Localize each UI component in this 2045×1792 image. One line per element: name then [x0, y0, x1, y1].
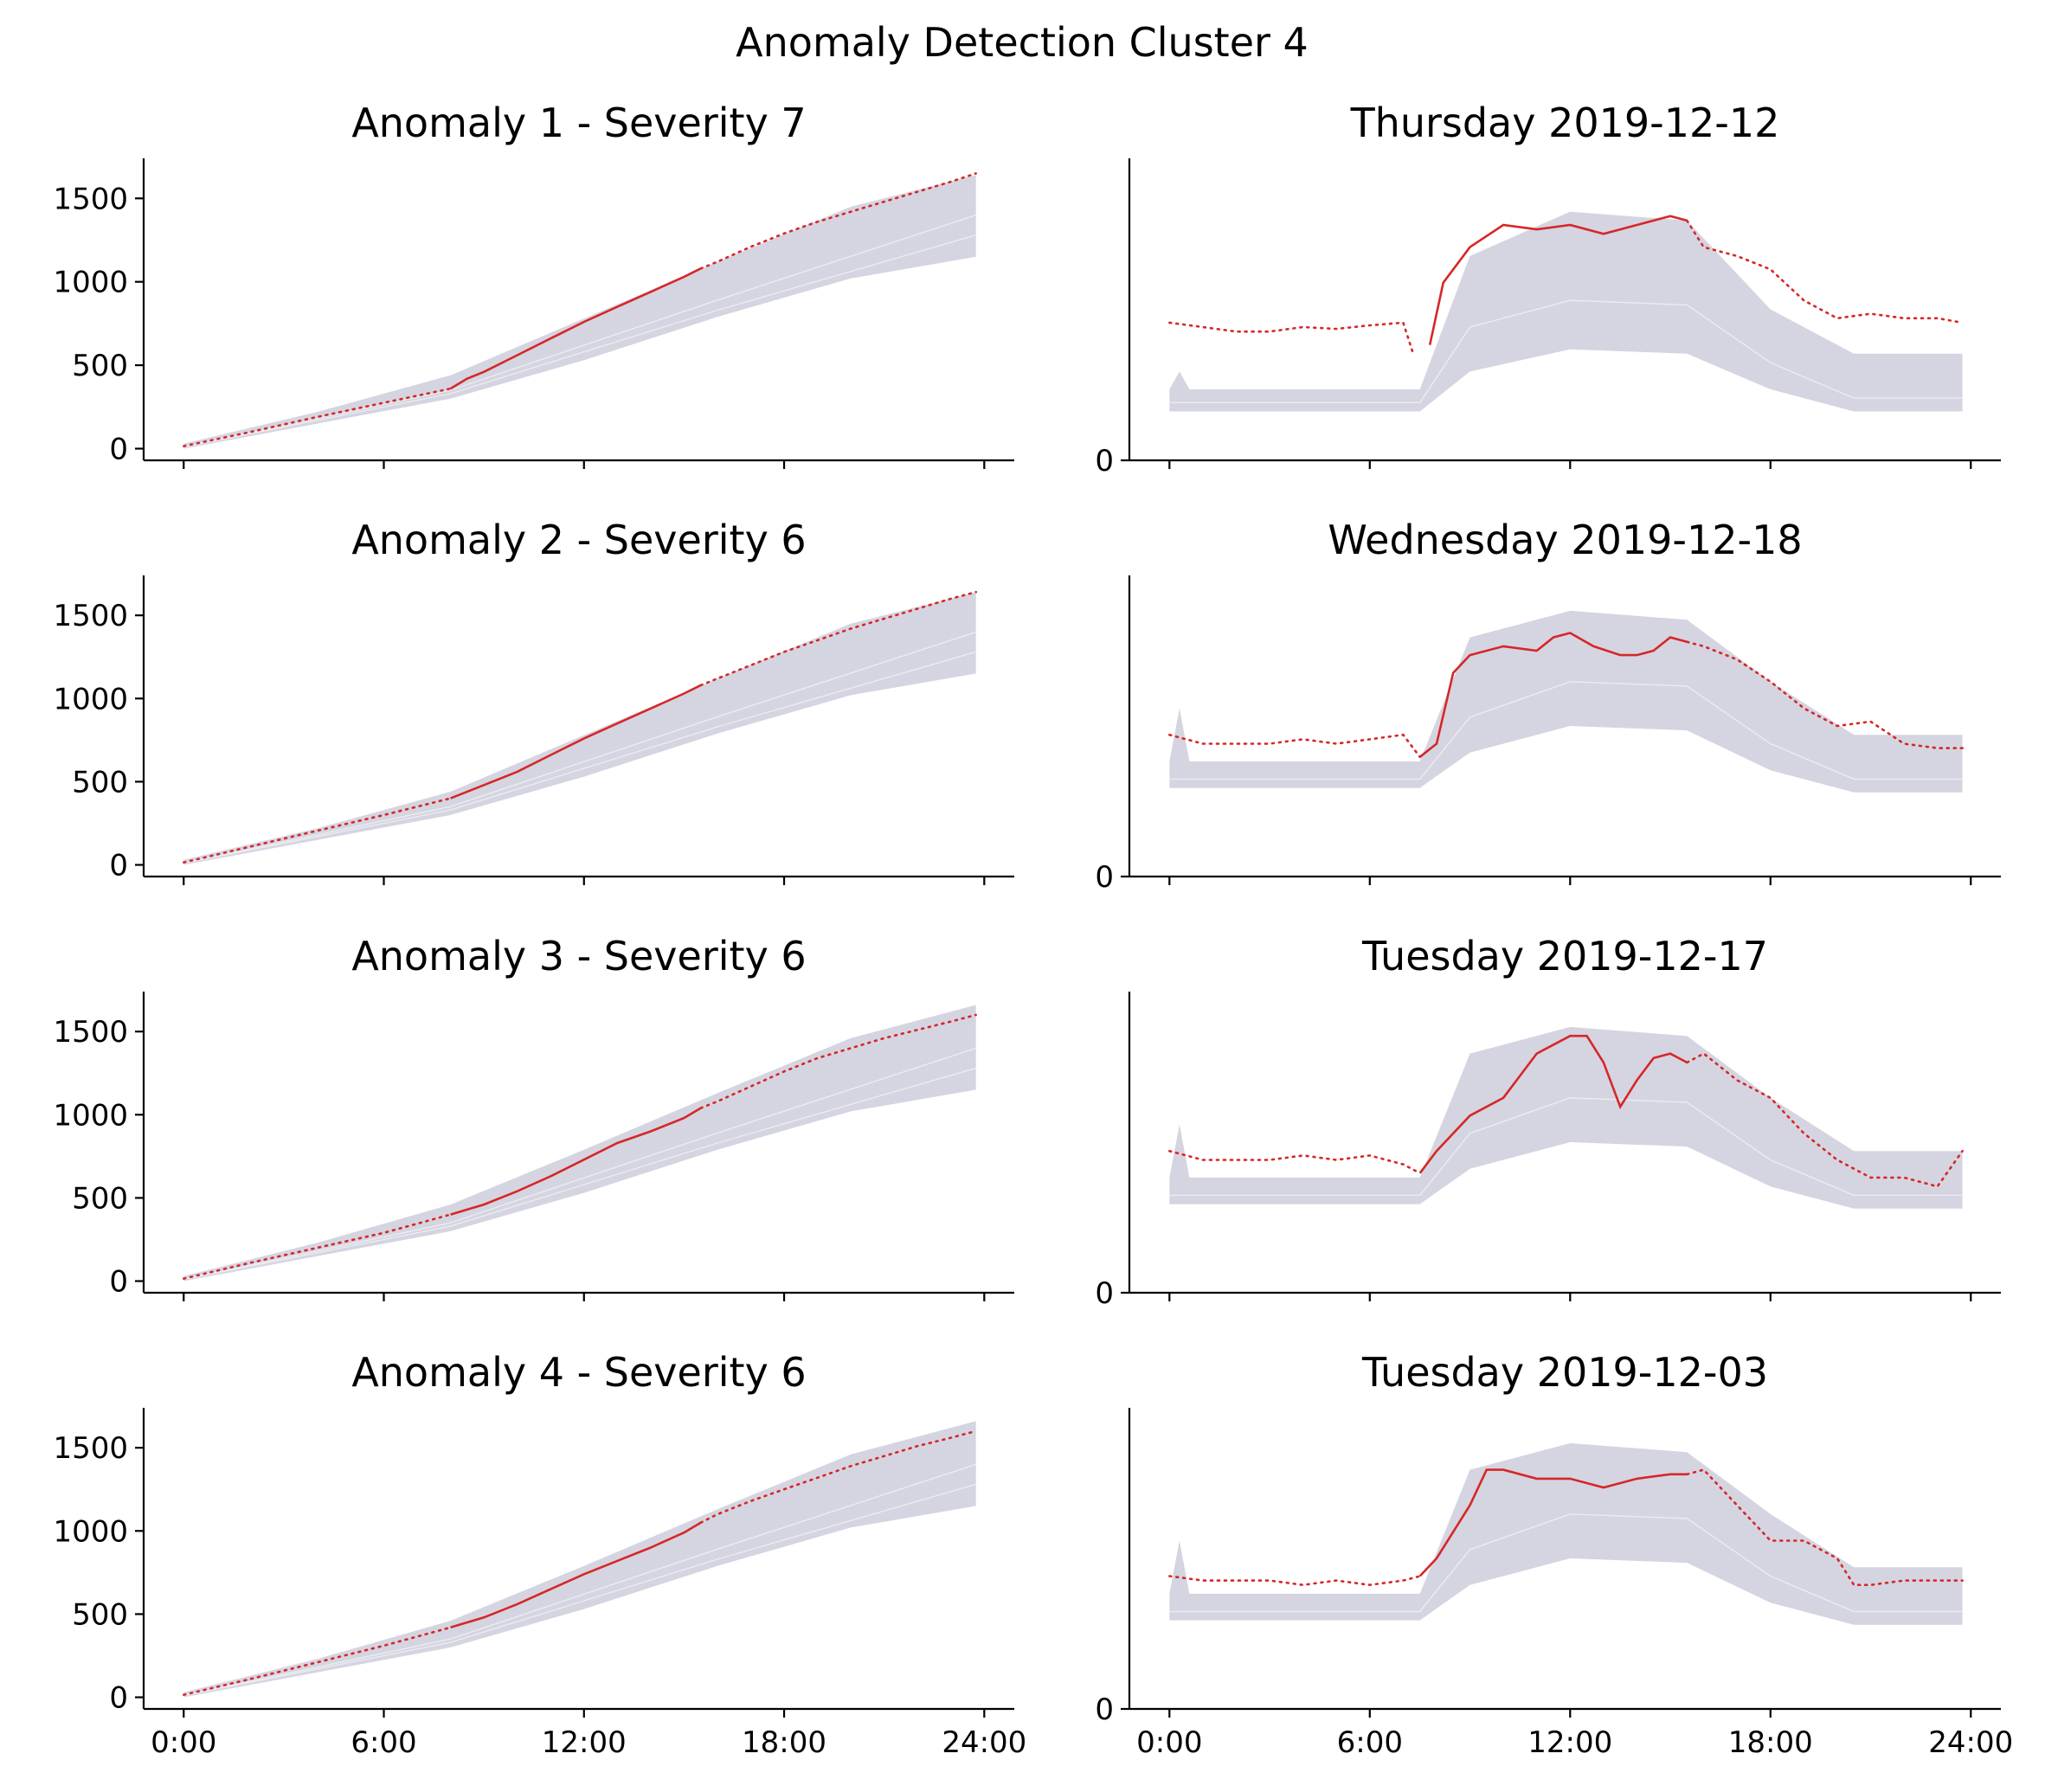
y-tick-label: 0: [109, 849, 128, 883]
anomaly-line-observed: [450, 684, 702, 800]
panel-title: Wednesday 2019-12-18: [1328, 517, 1802, 563]
panel-title: Anomaly 3 - Severity 6: [351, 933, 806, 979]
panel-4: 0 Wednesday 2019-12-18: [1095, 517, 2001, 895]
reference-band: [183, 1421, 976, 1698]
y-tick-label: 0: [109, 433, 128, 467]
y-tick-label: 0: [109, 1265, 128, 1300]
reference-line-1: [1169, 299, 1963, 403]
reference-line-2: [183, 234, 976, 448]
panel-7: 0:00 6:00 12:00 18:00 24:00 0 500 1000 1500 Anoma…: [53, 1349, 1026, 1760]
x-tick-label: 0:00: [1136, 1725, 1202, 1760]
y-tick-label: 0: [109, 1681, 128, 1716]
reference-line-1: [183, 1047, 976, 1280]
y-tick-label: 1000: [53, 1514, 128, 1549]
y-tick-label: 1000: [53, 1098, 128, 1133]
reference-line-2: [183, 1067, 976, 1281]
y-tick-label: 1500: [53, 1431, 128, 1466]
reference-line-1: [1169, 1097, 1963, 1197]
panel-5: 0 500 1000 1500 Anomaly 3 - Severity 6: [53, 933, 1014, 1301]
anomaly-line-observed: [450, 1521, 702, 1629]
anomaly-line-before: [1168, 1575, 1421, 1587]
x-tick-label: 6:00: [1337, 1725, 1403, 1760]
anomaly-line-before: [183, 1626, 452, 1696]
anomaly-line-after: [1686, 1052, 1964, 1188]
anomaly-line-before: [1168, 1149, 1421, 1175]
reference-band: [1169, 610, 1963, 793]
x-tick-label: 24:00: [1928, 1725, 2013, 1760]
y-tick-label: 500: [72, 765, 128, 800]
anomaly-line-before: [183, 387, 452, 447]
anomaly-line-after: [699, 590, 977, 687]
y-tick-label: 0: [1095, 444, 1114, 479]
reference-band: [1169, 211, 1963, 412]
x-tick-label: 12:00: [542, 1725, 627, 1760]
y-tick-label: 0: [1095, 1692, 1114, 1727]
y-tick-label: 1500: [53, 599, 128, 633]
anomaly-line-observed: [1428, 215, 1688, 345]
x-tick-label: 6:00: [350, 1725, 416, 1760]
panel-3: 0 500 1000 1500 Anomaly 2 - Severity 6: [53, 517, 1014, 885]
anomaly-line-after: [1686, 640, 1964, 749]
reference-line-2: [183, 651, 976, 864]
x-tick-label: 12:00: [1527, 1725, 1612, 1760]
reference-line-1: [183, 1463, 976, 1696]
anomaly-line-after: [1686, 219, 1964, 324]
x-tick-label: 0:00: [151, 1725, 216, 1760]
reference-line-1: [183, 631, 976, 864]
reference-band: [183, 592, 976, 865]
reference-line-1: [1169, 681, 1963, 780]
panel-2: 0 Thursday 2019-12-12: [1095, 100, 2001, 479]
panel-8: 0:00 6:00 12:00 18:00 24:00 0 Tuesday 2019-12-…: [1095, 1349, 2013, 1760]
panel-title: Tuesday 2019-12-03: [1361, 1349, 1768, 1396]
figure-suptitle: Anomaly Detection Cluster 4: [736, 19, 1309, 66]
x-tick-label: 18:00: [742, 1725, 826, 1760]
anomaly-line-observed: [449, 267, 702, 390]
reference-band: [1169, 1026, 1963, 1209]
reference-band: [1169, 1442, 1963, 1625]
anomaly-line-observed: [1418, 1034, 1688, 1174]
x-tick-label: 18:00: [1728, 1725, 1813, 1760]
anomaly-line-after: [699, 172, 977, 270]
y-tick-label: 500: [72, 1181, 128, 1216]
panel-title: Tuesday 2019-12-17: [1361, 933, 1768, 979]
panel-title: Anomaly 1 - Severity 7: [351, 100, 806, 146]
anomaly-line-observed: [1418, 632, 1688, 758]
reference-line-1: [183, 214, 976, 447]
y-tick-label: 500: [72, 349, 128, 383]
panel-1: 0 500 1000 1500 Anomaly 1 - Severity 7: [53, 100, 1014, 469]
panel-title: Thursday 2019-12-12: [1350, 100, 1780, 146]
panel-6: 0 Tuesday 2019-12-17: [1095, 933, 2001, 1311]
anomaly-line-after: [699, 1429, 977, 1524]
anomaly-line-observed: [450, 1107, 702, 1216]
y-tick-label: 1000: [53, 682, 128, 716]
y-tick-label: 1500: [53, 182, 128, 216]
y-tick-label: 0: [1095, 860, 1114, 895]
x-tick-label: 24:00: [942, 1725, 1026, 1760]
anomaly-line-before: [1168, 733, 1421, 759]
y-tick-label: 0: [1095, 1276, 1114, 1311]
anomaly-line-before: [183, 1213, 452, 1280]
y-tick-label: 1000: [53, 266, 128, 300]
anomaly-line-before: [183, 797, 452, 864]
y-tick-label: 500: [72, 1597, 128, 1632]
y-tick-label: 1500: [53, 1015, 128, 1050]
reference-band: [183, 175, 976, 449]
reference-line-2: [183, 1483, 976, 1697]
anomaly-line-after: [699, 1013, 977, 1109]
reference-line-1: [1169, 1513, 1963, 1613]
panel-title: Anomaly 2 - Severity 6: [351, 517, 806, 563]
anomaly-line-before: [1168, 321, 1415, 356]
anomaly-line-after: [1686, 1468, 1964, 1586]
panel-title: Anomaly 4 - Severity 6: [351, 1349, 806, 1396]
anomaly-line-observed: [1418, 1468, 1688, 1577]
